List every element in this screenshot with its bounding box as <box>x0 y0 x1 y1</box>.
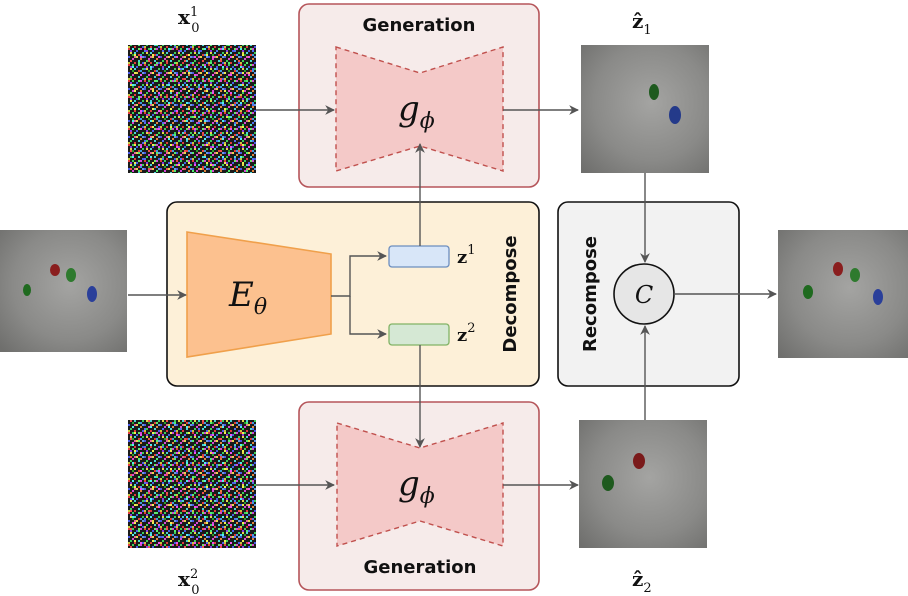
noise-image-x0-2 <box>128 420 256 548</box>
encoder-label: Eθ <box>228 275 267 320</box>
generation-title-top: Generation <box>363 15 476 36</box>
recompose-title: Recompose <box>580 236 601 352</box>
output-scene-image <box>778 230 908 358</box>
latent-z2-box <box>388 323 450 346</box>
generator-shape-top <box>335 46 504 172</box>
input-scene-image <box>0 230 127 352</box>
noise-image-x0-1 <box>128 45 256 173</box>
generator-label-top: gϕ <box>398 89 435 134</box>
zhat-1-label: ẑ1 <box>632 9 652 38</box>
latent-z1-box <box>388 245 450 268</box>
zhat-2-label: ẑ2 <box>632 567 652 596</box>
latent-z2-label: z2 <box>457 321 476 346</box>
encoder-shape <box>186 231 332 358</box>
generator-shape-bottom <box>336 422 504 547</box>
combine-label: C <box>635 281 653 309</box>
latent-z1-label: z1 <box>457 243 476 268</box>
encoder-to-z1-arrow <box>331 251 387 297</box>
zhat-2-image <box>579 420 707 548</box>
encoder-to-z2-arrow <box>349 296 387 339</box>
zhat-1-image <box>581 45 709 173</box>
x0-1-label: x1 0 <box>178 5 200 36</box>
decompose-title: Decompose <box>500 235 521 352</box>
generator-label-bottom: gϕ <box>398 464 435 509</box>
x0-2-label: x2 0 <box>178 567 200 596</box>
generation-title-bottom: Generation <box>364 557 477 578</box>
